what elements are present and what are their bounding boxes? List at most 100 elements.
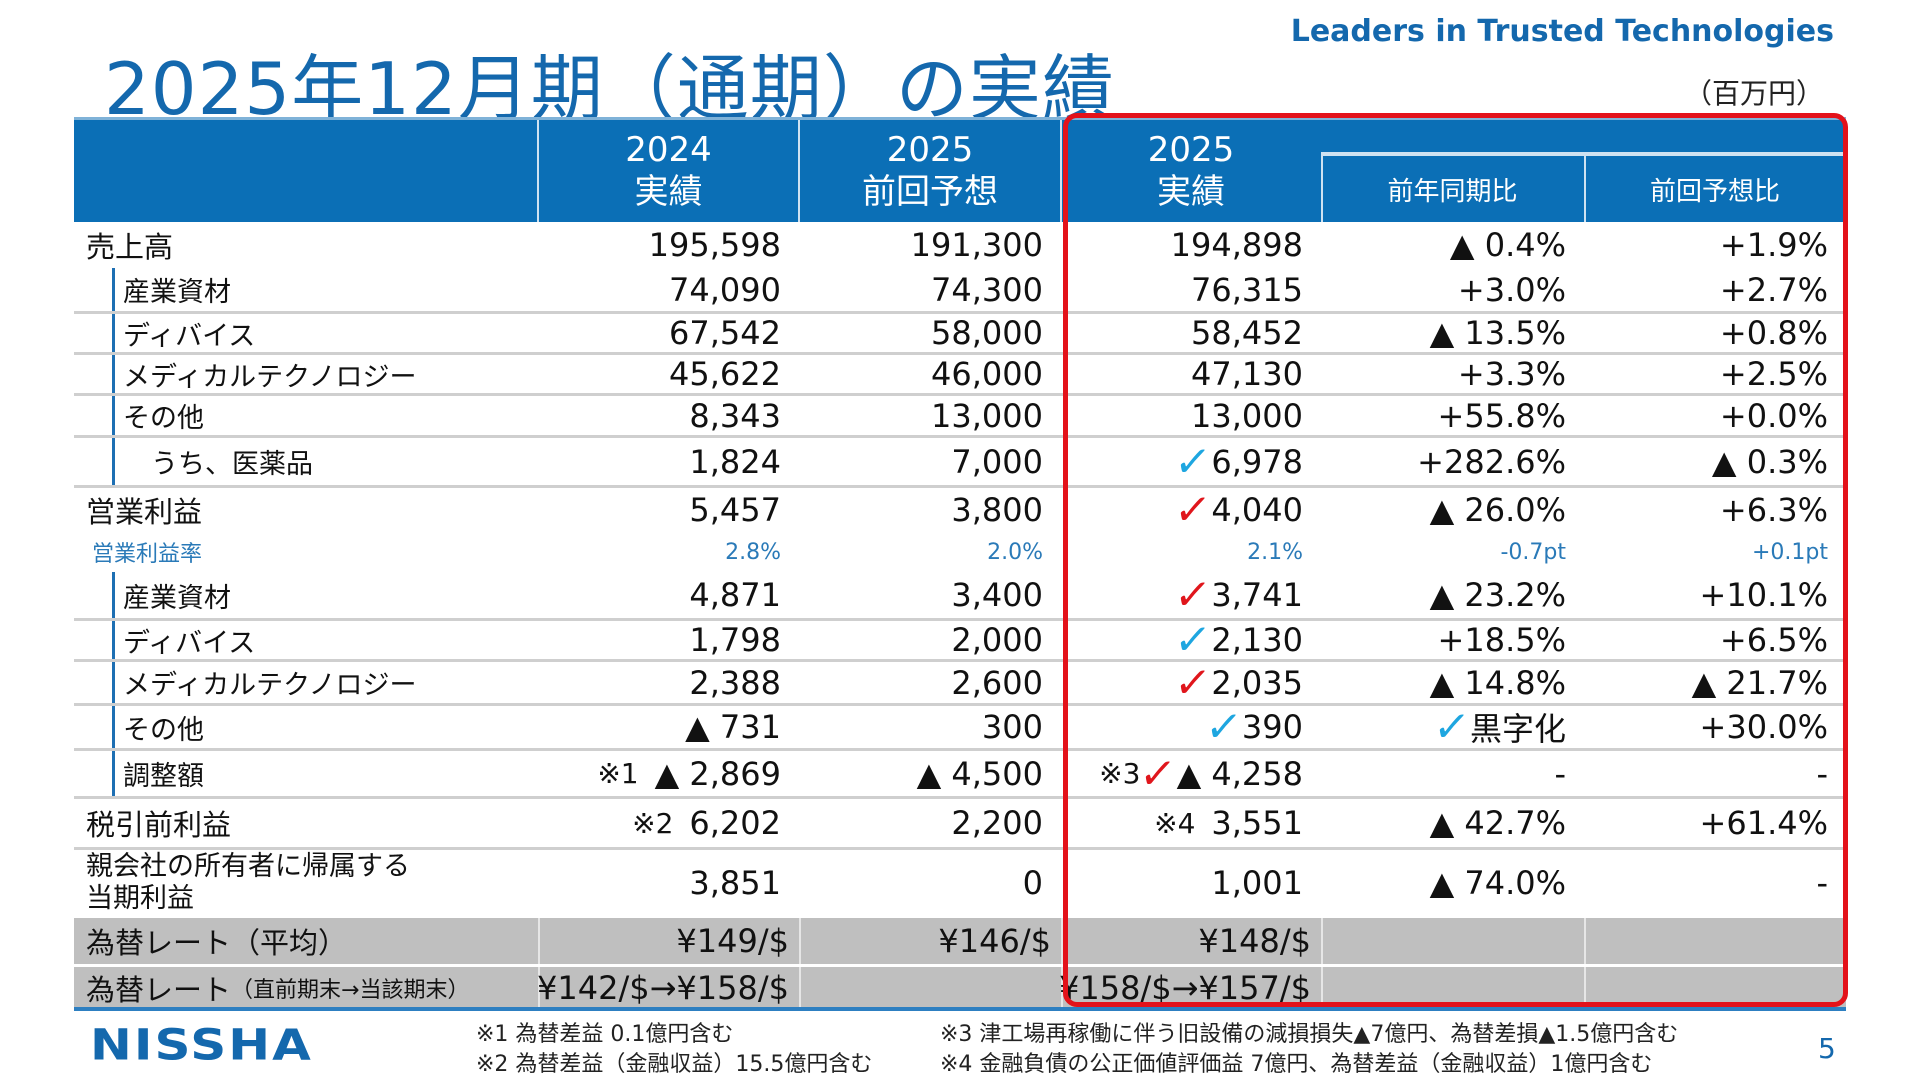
value-text: 6,978: [1211, 442, 1303, 481]
value-cell: ✓ 黒字化: [1321, 702, 1584, 751]
value-cell: ▲ 74.0%: [1321, 850, 1584, 915]
footnote-ref: ※4: [1154, 806, 1196, 840]
value-cell: 2,600: [799, 662, 1061, 703]
row-label-text: 営業利益率: [92, 542, 203, 567]
value-cell: +282.6%: [1321, 438, 1584, 485]
value-text: 4,040: [1211, 491, 1303, 529]
value-text: +2.5%: [1719, 355, 1828, 393]
table-row: 為替レート（平均） ¥149/$ ¥146/$ ¥148/$: [74, 915, 1846, 964]
row-label-text: その他: [123, 714, 204, 746]
value-text: +30.0%: [1699, 708, 1828, 746]
value-cell: +0.0%: [1584, 396, 1846, 435]
value-text: 45,622: [669, 355, 781, 393]
value-cell: +6.3%: [1584, 488, 1846, 532]
value-cell: ▲ 21.7%: [1584, 662, 1846, 703]
value-cell: 5,457: [538, 488, 799, 532]
value-text: +0.0%: [1719, 396, 1828, 435]
table-row: その他 ▲ 731 300 ✓ 390 ✓ 黒字化 +30.0%: [74, 702, 1846, 751]
row-label: 為替レート（平均）: [74, 918, 538, 964]
header-year: 2024: [625, 130, 712, 170]
table-row: 産業資材 74,090 74,300 76,315 +3.0% +2.7%: [74, 268, 1846, 311]
value-text: 195,598: [648, 226, 781, 264]
value-text: 8,343: [689, 396, 781, 435]
value-cell: -: [1584, 751, 1846, 796]
value-cell: 74,300: [799, 268, 1061, 311]
red-checkmark-icon: ✓: [1171, 570, 1214, 619]
row-label: 調整額: [74, 751, 538, 796]
value-text: 2,600: [951, 663, 1043, 702]
value-cell: 13,000: [799, 396, 1061, 435]
row-label: メディカルテクノロジー: [74, 662, 538, 703]
row-label-text: 為替レート（平均）: [86, 926, 348, 960]
value-cell: ▲ 0.4%: [1321, 222, 1584, 268]
table-header: 2024 実績 2025 前回予想 2025 実績 前年同期比 前回予想比: [74, 117, 1846, 222]
value-cell: ※1 ▲ 2,869: [538, 751, 799, 796]
value-cell: ▲ 23.2%: [1321, 572, 1584, 618]
value-cell: 2,000: [799, 621, 1061, 659]
value-text: 2.8%: [725, 539, 781, 565]
value-cell: +55.8%: [1321, 396, 1584, 435]
value-text: 13,000: [931, 396, 1043, 435]
value-cell: 45,622: [538, 355, 799, 393]
value-text: 46,000: [931, 355, 1043, 393]
table-row: メディカルテクノロジー 45,622 46,000 47,130 +3.3% +2.5%: [74, 352, 1846, 393]
value-cell: ※4 3,551: [1061, 799, 1321, 847]
value-text: +282.6%: [1417, 442, 1566, 481]
value-cell: ¥146/$: [799, 918, 1061, 964]
value-text: +6.5%: [1719, 621, 1828, 659]
table-row: 調整額 ※1 ▲ 2,869 ▲ 4,500 ※3 ✓ ▲ 4,258 - -: [74, 748, 1846, 798]
value-cell: 1,001: [1061, 850, 1321, 915]
value-text: ¥142/$→¥158/$: [537, 969, 789, 1007]
value-text: 2,200: [951, 804, 1043, 842]
row-label-note: （直前期末→当該期末）: [231, 978, 470, 1003]
value-text: 3,551: [1211, 804, 1303, 842]
value-cell: 191,300: [799, 222, 1061, 268]
value-text: +0.8%: [1719, 314, 1828, 352]
value-cell: [1321, 967, 1584, 1009]
row-label: 営業利益率: [74, 532, 538, 572]
value-text: 58,452: [1191, 314, 1303, 352]
blue-checkmark-icon: ✓: [1171, 615, 1214, 664]
value-cell: -: [1321, 751, 1584, 796]
value-text: -: [1554, 754, 1566, 793]
value-text: ▲ 42.7%: [1429, 804, 1566, 842]
table-row: 産業資材 4,871 3,400 ✓ 3,741 ▲ 23.2% +10.1%: [74, 570, 1846, 619]
row-label-text: メディカルテクノロジー: [123, 670, 417, 701]
value-cell: ▲ 731: [538, 706, 799, 748]
value-text: 3,800: [951, 491, 1043, 529]
value-text: +55.8%: [1437, 396, 1566, 435]
value-cell: 1,798: [538, 621, 799, 659]
value-cell: +10.1%: [1584, 572, 1846, 618]
value-cell: ✓ 2,130: [1061, 615, 1321, 664]
value-text: -: [1816, 754, 1828, 793]
header-2025-actual: 2025 実績: [1061, 120, 1321, 222]
value-text: 2,000: [951, 621, 1043, 659]
value-text: ¥146/$: [938, 922, 1051, 960]
table-row: その他 8,343 13,000 13,000 +55.8% +0.0%: [74, 393, 1846, 435]
value-cell: 4,871: [538, 572, 799, 618]
value-text: +3.0%: [1457, 270, 1566, 309]
value-cell: 58,452: [1061, 314, 1321, 352]
value-cell: 300: [799, 706, 1061, 748]
row-label: ディバイス: [74, 621, 538, 659]
row-label: その他: [74, 396, 538, 435]
value-cell: [1321, 918, 1584, 964]
footnote-4: ※4 金融負債の公正価値評価益 7億円、為替差益（金融収益）1億円含む: [940, 1052, 1653, 1077]
value-text: 4,871: [689, 576, 781, 614]
footnote-ref: ※3: [1099, 757, 1141, 790]
table-row: ディバイス 1,798 2,000 ✓ 2,130 +18.5% +6.5%: [74, 615, 1846, 664]
value-text: +10.1%: [1699, 576, 1828, 614]
value-cell: ※2 6,202: [538, 799, 799, 847]
value-cell: ✓ 2,035: [1061, 658, 1321, 707]
value-cell: 2.8%: [538, 532, 799, 572]
table-row: 税引前利益 ※2 6,202 2,200 ※4 3,551 ▲ 42.7% +61.4%: [74, 796, 1846, 847]
value-cell: ✓ 4,040: [1061, 485, 1321, 534]
indent-bar: [112, 268, 115, 485]
value-text: 191,300: [910, 226, 1043, 264]
footnote-ref: ※1: [597, 757, 639, 790]
value-text: 300: [981, 708, 1043, 746]
value-cell: ▲ 26.0%: [1321, 488, 1584, 532]
header-vs-forecast: 前回予想比: [1584, 154, 1846, 222]
value-text: ▲ 2,869: [654, 754, 781, 793]
value-cell: 8,343: [538, 396, 799, 435]
